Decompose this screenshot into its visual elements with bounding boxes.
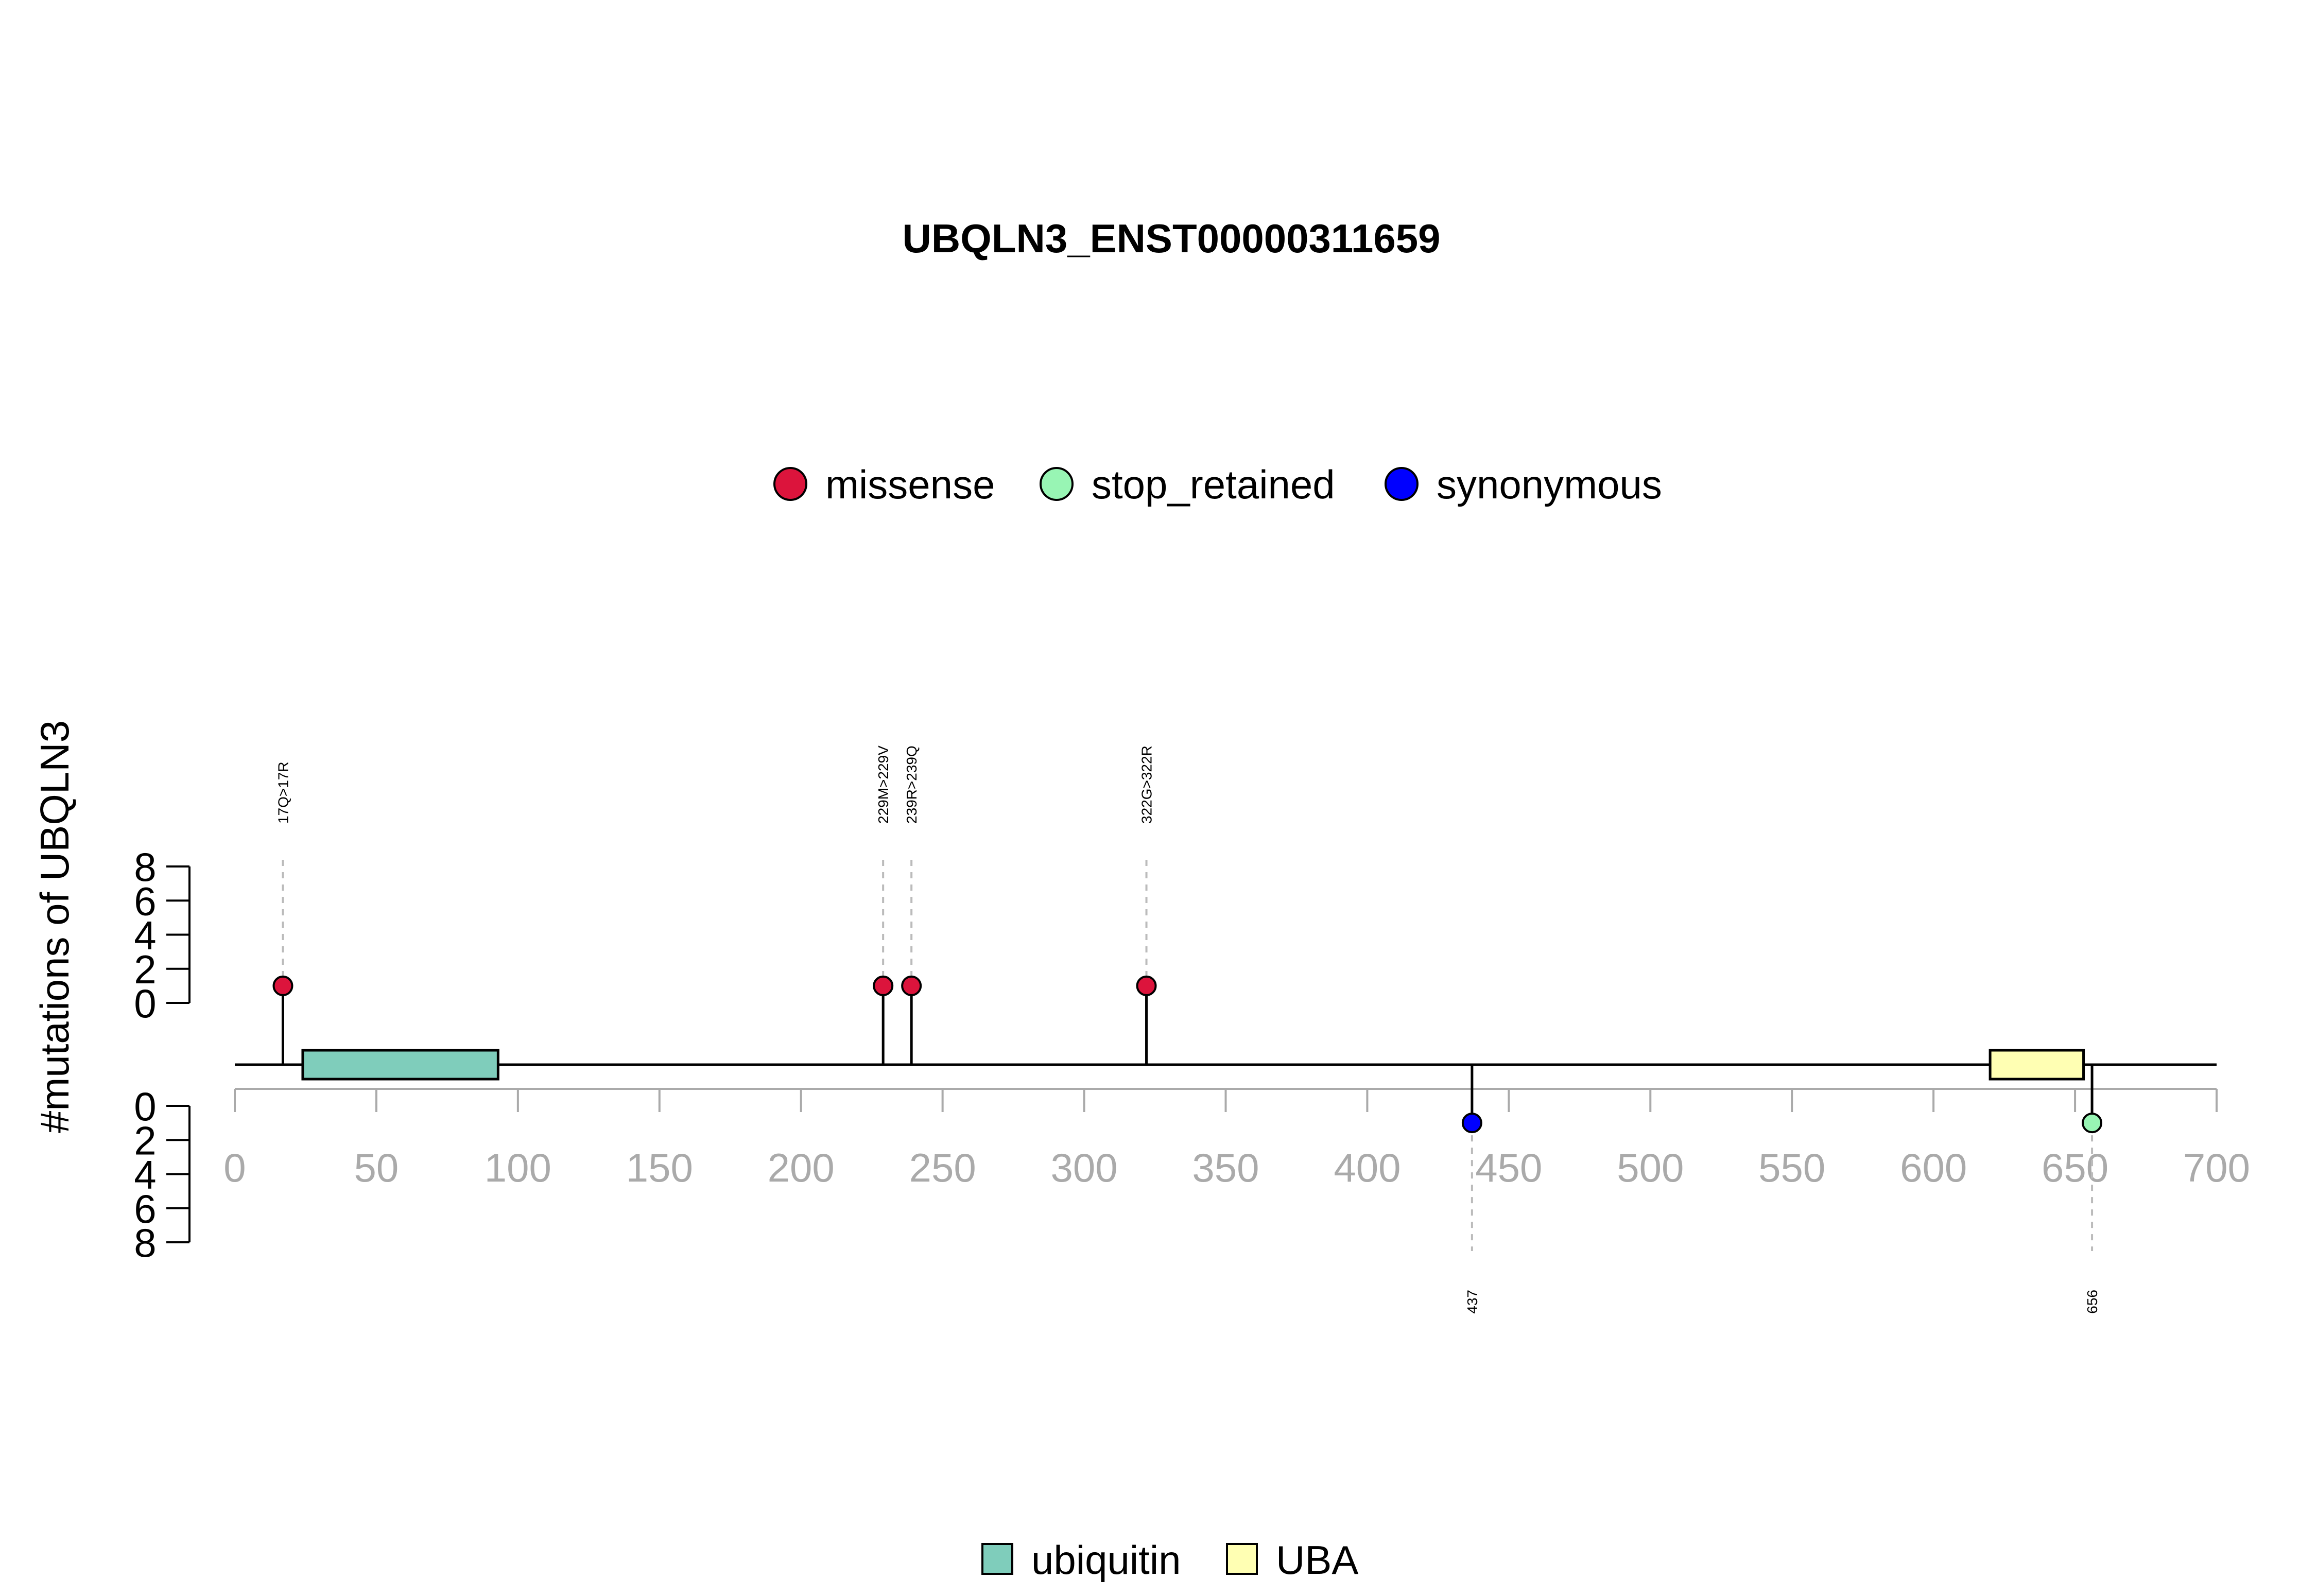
legend-marker-missense	[773, 467, 807, 501]
lower-count-tick-label-4: 4	[134, 1152, 156, 1198]
legend-label-synonymous: synonymous	[1437, 462, 1662, 507]
lower-count-tick-label-0: 0	[134, 1084, 156, 1129]
legend-marker-stop_retained	[1040, 467, 1074, 501]
mutation-legend: missense stop_retained synonymous	[773, 462, 1662, 507]
upper-count-tick-label-6: 6	[134, 878, 156, 924]
mutation-point-437	[1461, 1113, 1482, 1134]
upper-count-tick-label-2: 2	[134, 947, 156, 992]
position-tick-label-300: 300	[1051, 1145, 1118, 1190]
position-tick-label-350: 350	[1192, 1145, 1259, 1190]
mutation-label-437: 437	[1464, 1290, 1480, 1314]
position-tick-label-550: 550	[1758, 1145, 1825, 1190]
position-tick-label-50: 50	[354, 1145, 399, 1190]
legend-label-stop_retained: stop_retained	[1092, 462, 1335, 507]
domain-legend: ubiquitin UBA	[981, 1537, 1358, 1583]
domain-legend-label-ubiquitin: ubiquitin	[1031, 1537, 1181, 1583]
position-tick-label-100: 100	[485, 1145, 551, 1190]
domain-legend-swatch-ubiquitin	[981, 1543, 1013, 1575]
domain-legend-swatch-UBA	[1226, 1543, 1258, 1575]
domain-UBA	[1989, 1049, 2085, 1081]
position-tick-label-600: 600	[1900, 1145, 1967, 1190]
mutation-point-229M>229V	[873, 975, 894, 996]
position-tick-label-500: 500	[1617, 1145, 1684, 1190]
position-tick-label-0: 0	[223, 1145, 246, 1190]
mutation-point-322G>322R	[1136, 975, 1157, 996]
mutation-label-239R>239Q: 239R>239Q	[904, 745, 920, 824]
position-tick-label-400: 400	[1334, 1145, 1400, 1190]
domain-legend-label-UBA: UBA	[1276, 1537, 1358, 1583]
y-axis-label: #mutations of UBQLN3	[32, 720, 77, 1133]
mutation-label-656: 656	[2084, 1290, 2100, 1314]
mutation-lollipops: 17Q>17R 229M>229V 239R>239Q 322G>322R 437 656	[272, 745, 2103, 1314]
lower-count-tick-label-6: 6	[134, 1186, 156, 1231]
legend-marker-synonymous	[1385, 467, 1419, 501]
upper-count-tick-label-4: 4	[134, 913, 156, 958]
legend-label-missense: missense	[825, 462, 995, 507]
lower-count-tick-label-8: 8	[134, 1220, 156, 1265]
position-tick-label-700: 700	[2183, 1145, 2250, 1190]
position-tick-label-450: 450	[1475, 1145, 1542, 1190]
position-tick-label-250: 250	[909, 1145, 976, 1190]
mutation-label-229M>229V: 229M>229V	[875, 745, 891, 824]
protein-domains	[301, 1049, 2085, 1081]
lower-count-tick-label-2: 2	[134, 1118, 156, 1163]
domain-ubiquitin	[301, 1049, 499, 1081]
mutation-label-322G>322R: 322G>322R	[1139, 745, 1155, 824]
position-tick-label-650: 650	[2042, 1145, 2108, 1190]
chart-title: UBQLN3_ENST00000311659	[903, 216, 1441, 261]
mutation-label-17Q>17R: 17Q>17R	[275, 761, 291, 824]
axes: 0 50 100 150 200 250 300 350 400 450 500 550 600 650 7…	[32, 720, 2250, 1265]
position-tick-label-200: 200	[768, 1145, 835, 1190]
mutation-point-239R>239Q	[901, 975, 922, 996]
upper-count-tick-label-8: 8	[134, 844, 156, 890]
upper-count-tick-label-0: 0	[134, 981, 156, 1026]
mutation-point-656	[2082, 1113, 2103, 1134]
mutation-point-17Q>17R	[272, 975, 293, 996]
position-tick-label-150: 150	[626, 1145, 693, 1190]
